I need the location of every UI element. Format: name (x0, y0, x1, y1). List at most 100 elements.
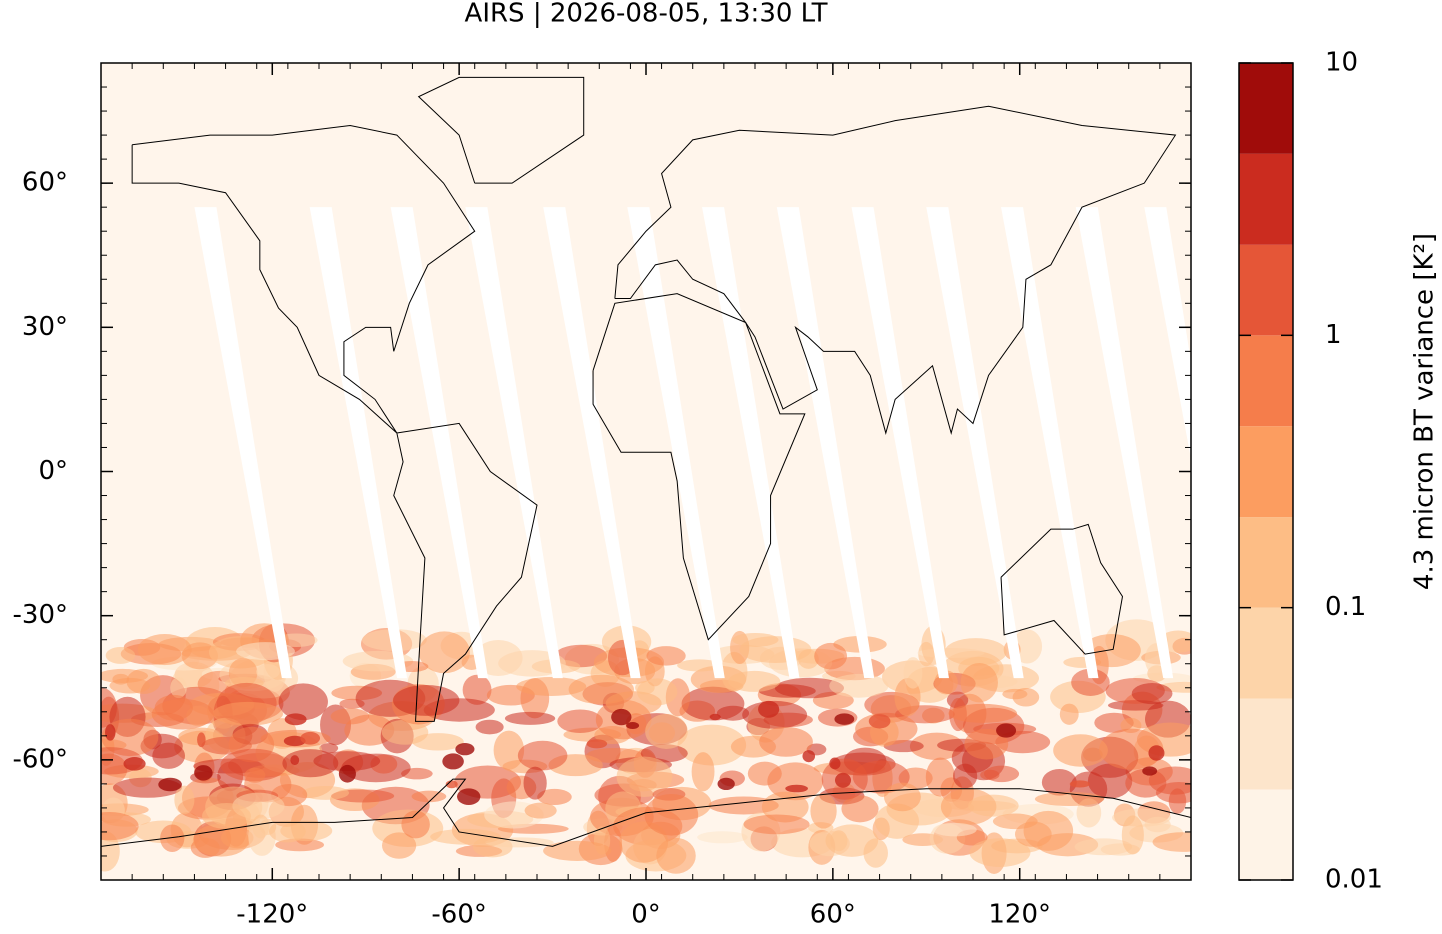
colorbar-band (1239, 517, 1293, 608)
variance-patch (462, 674, 492, 705)
swath-gap (1001, 207, 1099, 679)
variance-patch (1071, 668, 1110, 696)
variance-patch (152, 742, 186, 769)
swath-gap (702, 207, 800, 679)
variance-patch (302, 785, 350, 800)
variance-peak (802, 750, 816, 763)
variance-patch (829, 673, 889, 698)
variance-patch (1002, 688, 1028, 700)
variance-patch (1152, 832, 1191, 852)
swath-gap (1144, 207, 1191, 459)
coastline (614, 105, 1177, 435)
variance-patch (160, 824, 185, 853)
variance-patch (656, 837, 696, 874)
variance-patch (1053, 734, 1108, 767)
x-tick-label: 60° (810, 900, 856, 930)
variance-peak (455, 742, 475, 756)
variance-patch (430, 828, 501, 845)
x-tick-label: 0° (631, 900, 661, 930)
coastline (417, 76, 585, 184)
variance-patch (616, 756, 673, 797)
variance-patch (282, 749, 339, 778)
variance-patch (524, 802, 557, 819)
map-plot: -120° -60° 0° 60° 120° -60° -30° 0° 30° 60° (13, 62, 1192, 930)
colorbar-band (1239, 335, 1293, 427)
variance-patch (743, 814, 810, 835)
variance-patch (874, 803, 920, 839)
variance-peak (445, 780, 458, 789)
variance-patch (516, 677, 587, 696)
variance-peak (996, 723, 1017, 738)
variance-patch (202, 802, 251, 830)
variance-patch (382, 832, 417, 859)
variance-patch (1131, 683, 1173, 705)
colorbar-band (1239, 426, 1293, 518)
variance-patch (411, 790, 447, 803)
variance-patch (716, 705, 750, 721)
colorbar-band (1239, 153, 1293, 245)
variance-patch (101, 718, 159, 757)
swath-gap (543, 207, 641, 679)
colorbar-band (1239, 698, 1293, 790)
colorbar-tick-label: 0.01 (1325, 865, 1383, 895)
variance-patch (932, 822, 977, 837)
variance-peak (758, 700, 780, 718)
coastline (1000, 523, 1124, 655)
variance-patch (841, 795, 879, 823)
variance-patch (248, 817, 276, 856)
variance-patch (968, 794, 1019, 817)
variance-peak (785, 784, 808, 793)
swath-gap (465, 207, 563, 679)
variance-patch (677, 724, 747, 766)
colorbar-tick-label: 1 (1325, 320, 1342, 350)
swath-gap (309, 207, 408, 679)
variance-patch (1121, 815, 1144, 855)
variance-patch (739, 636, 812, 664)
variance-patch (1041, 769, 1077, 796)
x-tick-label: 120° (988, 900, 1051, 930)
variance-peak (611, 708, 632, 726)
swath-gap (1075, 207, 1174, 679)
colorbar-tick-label: 0.1 (1325, 592, 1366, 622)
variance-patch (418, 631, 470, 674)
variance-patch (747, 761, 782, 786)
variance-peak (829, 757, 841, 770)
variance-patch (728, 670, 781, 692)
variance-patch (212, 701, 284, 726)
map-layer (101, 63, 1191, 880)
variance-patch (697, 831, 748, 844)
swath-gap (194, 207, 292, 679)
y-tick-label: -30° (13, 600, 68, 630)
variance-patch (960, 663, 998, 703)
variance-patch (537, 788, 572, 806)
variance-peak (1142, 766, 1158, 776)
variance-patch (980, 769, 1000, 781)
variance-patch (691, 752, 715, 792)
variance-patch (969, 838, 1031, 867)
variance-patch (944, 638, 1007, 666)
variance-peak (105, 724, 116, 741)
variance-patch (543, 840, 612, 861)
variance-peak (197, 732, 206, 748)
variance-patch (810, 793, 837, 829)
variance-patch (319, 743, 339, 754)
variance-patch (151, 698, 214, 730)
variance-peak (158, 777, 182, 792)
variance-patch (105, 646, 136, 664)
variance-patch (952, 763, 978, 789)
variance-patch (381, 719, 429, 745)
variance-patch (964, 728, 1009, 760)
variance-patch (244, 767, 266, 783)
variance-peak (442, 753, 464, 770)
swath-gap (390, 207, 489, 679)
variance-patch (644, 793, 699, 836)
colorbar-band (1239, 607, 1293, 699)
coastline (101, 778, 1191, 847)
variance-patch (220, 748, 287, 782)
y-tick-label: 60° (22, 168, 68, 198)
variance-patch (636, 678, 678, 706)
coastline (393, 422, 538, 722)
variance-patch (1087, 763, 1133, 799)
variance-patch (170, 677, 187, 699)
